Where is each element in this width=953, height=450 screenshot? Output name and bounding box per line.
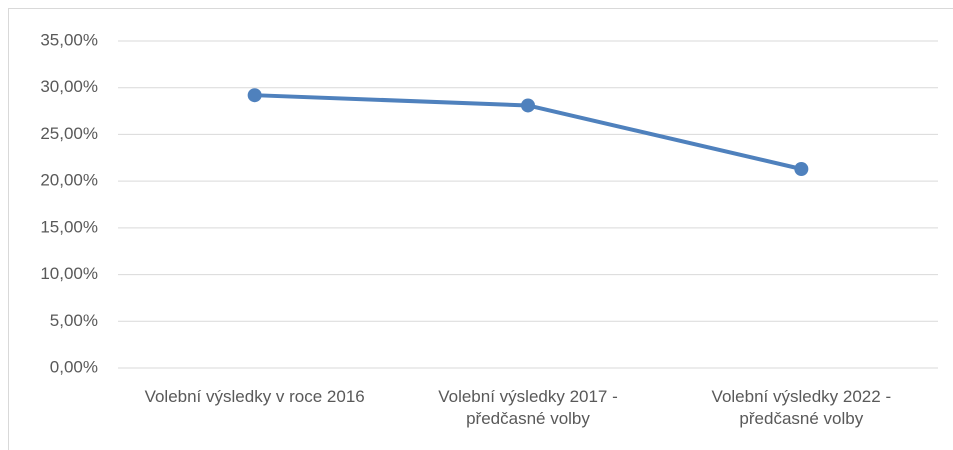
y-tick-label: 30,00% (40, 77, 98, 96)
data-point (521, 98, 535, 113)
y-tick-label: 10,00% (40, 264, 98, 283)
x-tick-label: Volební výsledky v roce 2016 (144, 387, 365, 406)
y-tick-label: 5,00% (50, 311, 98, 330)
chart-border (8, 8, 953, 450)
x-tick-label: Volební výsledky 2017 - předčasné volby (438, 387, 618, 428)
y-tick-label: 20,00% (40, 171, 98, 190)
data-point (247, 88, 262, 103)
data-point (794, 161, 809, 176)
y-tick-label: 25,00% (40, 124, 98, 143)
y-tick-label: 15,00% (40, 217, 98, 236)
y-tick-label: 0,00% (50, 357, 98, 376)
y-tick-label: 35,00% (40, 30, 98, 49)
x-tick-label: Volební výsledky 2022 - předčasné volby (711, 387, 892, 428)
